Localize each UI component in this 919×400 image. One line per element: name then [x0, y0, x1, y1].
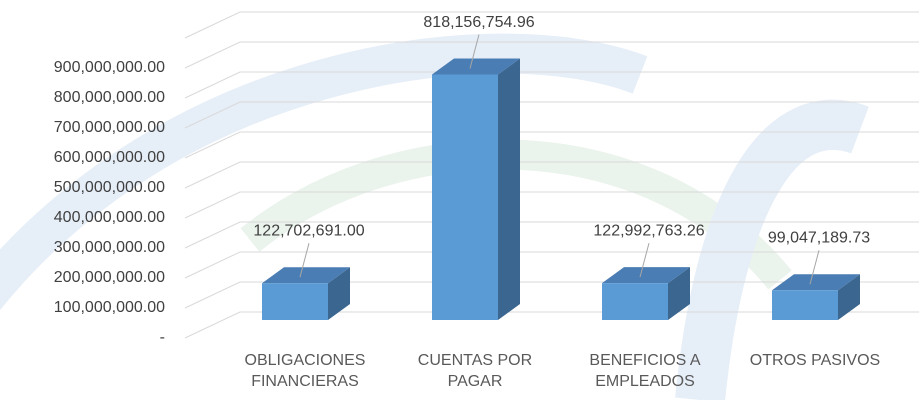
leader-line [639, 242, 650, 278]
bar-top [262, 267, 350, 284]
value-label: 818,156,754.96 [423, 14, 534, 31]
y-tick-label: 200,000,000.00 [54, 269, 165, 286]
x-tick-label: BENEFICIOS A EMPLEADOS [589, 352, 701, 390]
bar [772, 274, 860, 320]
grid-line [184, 131, 919, 159]
bar-top [602, 267, 690, 284]
background-swirl [675, 99, 869, 400]
bar [432, 58, 520, 320]
value-label: 122,702,691.00 [253, 222, 364, 239]
bar-front [432, 74, 498, 320]
bar-top [772, 274, 860, 291]
x-tick-label: CUENTAS POR PAGAR [417, 352, 533, 390]
bar-side [498, 58, 520, 320]
y-tick-label: 700,000,000.00 [54, 119, 165, 136]
value-label: 99,047,189.73 [768, 230, 870, 247]
y-tick-label: 900,000,000.00 [54, 59, 165, 76]
bar-front [602, 283, 668, 320]
bar-front [262, 283, 328, 320]
y-tick-label: 400,000,000.00 [54, 209, 165, 226]
grid-line [184, 101, 919, 129]
x-tick-label: OBLIGACIONES FINANCIERAS [244, 352, 366, 390]
y-tick-label: 100,000,000.00 [54, 299, 165, 316]
bar-side [328, 267, 350, 320]
bar [602, 267, 690, 320]
bar-top [432, 58, 520, 75]
grid-line [184, 191, 919, 219]
bar-side [668, 267, 690, 320]
grid-line [184, 11, 919, 39]
bar-front [772, 290, 838, 320]
y-tick-label: 600,000,000.00 [54, 149, 165, 166]
grid-line [184, 41, 919, 69]
grid-line [184, 281, 919, 309]
grid-line [184, 161, 919, 189]
leader-line [469, 34, 480, 69]
value-label: 122,992,763.26 [593, 222, 704, 239]
y-tick-label: - [160, 329, 165, 346]
bar-side [838, 274, 860, 320]
y-tick-label: 500,000,000.00 [54, 179, 165, 196]
background-swirl [0, 33, 648, 311]
grid-line [184, 221, 919, 249]
grid-line [184, 251, 919, 279]
y-tick-label: 800,000,000.00 [54, 89, 165, 106]
leader-line [809, 250, 820, 285]
grid-line [184, 311, 919, 339]
y-tick-label: 300,000,000.00 [54, 239, 165, 256]
leader-line [299, 243, 310, 278]
x-tick-label: OTROS PASIVOS [749, 352, 881, 369]
bar [262, 267, 350, 320]
grid-line [184, 71, 919, 99]
